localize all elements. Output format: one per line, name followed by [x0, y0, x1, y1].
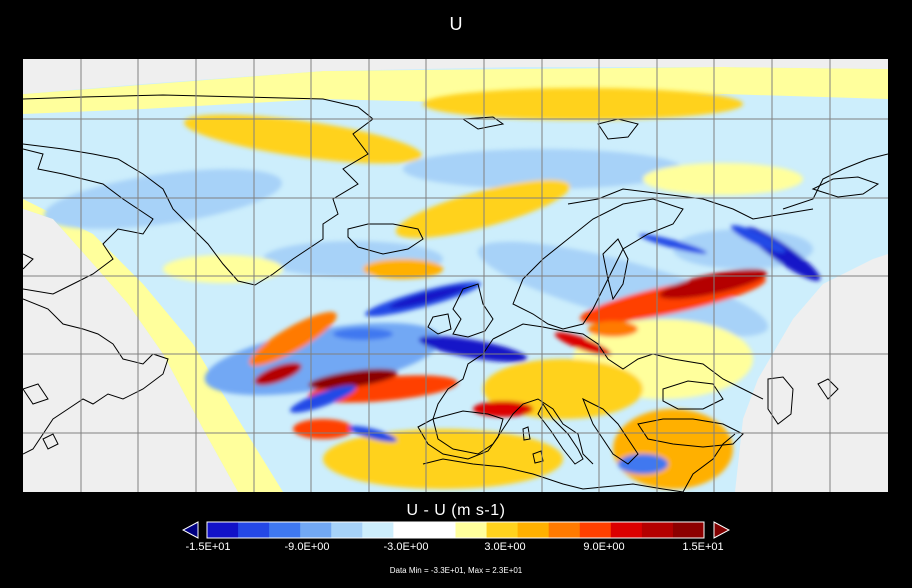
colorbar-frame [206, 521, 705, 539]
colorbar-cell [455, 522, 488, 538]
colorbar-cell [672, 522, 705, 538]
colorbar-ticks: -1.5E+01 -9.0E+00 -3.0E+00 3.0E+00 9.0E+… [0, 541, 912, 555]
colorbar-cell [207, 522, 239, 538]
colorbar-cell [362, 522, 394, 538]
colorbar-cell [641, 522, 674, 538]
colorbar-cell [238, 522, 270, 538]
colorbar-cell [579, 522, 612, 538]
colorbar-cells [206, 521, 705, 539]
colorbar-tick: -9.0E+00 [284, 541, 330, 553]
data-range-footer: Data Min = -3.3E+01, Max = 2.3E+01 [389, 566, 523, 575]
colorbar-cell [548, 522, 581, 538]
colorbar-cell [331, 522, 363, 538]
colorbar-tick: 3.0E+00 [484, 541, 526, 553]
colorbar-tick: 9.0E+00 [583, 541, 625, 553]
colorbar-cell [269, 522, 301, 538]
lat-lon-grid [23, 59, 888, 492]
colorbar-tick: -3.0E+00 [383, 541, 429, 553]
map-panel [23, 59, 888, 492]
coastlines [23, 94, 888, 492]
colorbar-label: U - U (m s-1) [406, 502, 506, 519]
colorbar-tick: 1.5E+01 [682, 541, 724, 553]
colorbar-cell [300, 522, 332, 538]
colorbar-cell [393, 522, 425, 538]
colorbar-cell [610, 522, 643, 538]
colorbar [182, 521, 730, 539]
colorbar-under-arrow [182, 521, 199, 539]
plot-title: U [449, 14, 463, 34]
colorbar-cell [486, 522, 519, 538]
colorbar-tick: -1.5E+01 [185, 541, 231, 553]
colorbar-over-arrow [713, 521, 730, 539]
map-svg [23, 59, 888, 492]
colorbar-cell [424, 522, 456, 538]
colorbar-cell [517, 522, 550, 538]
